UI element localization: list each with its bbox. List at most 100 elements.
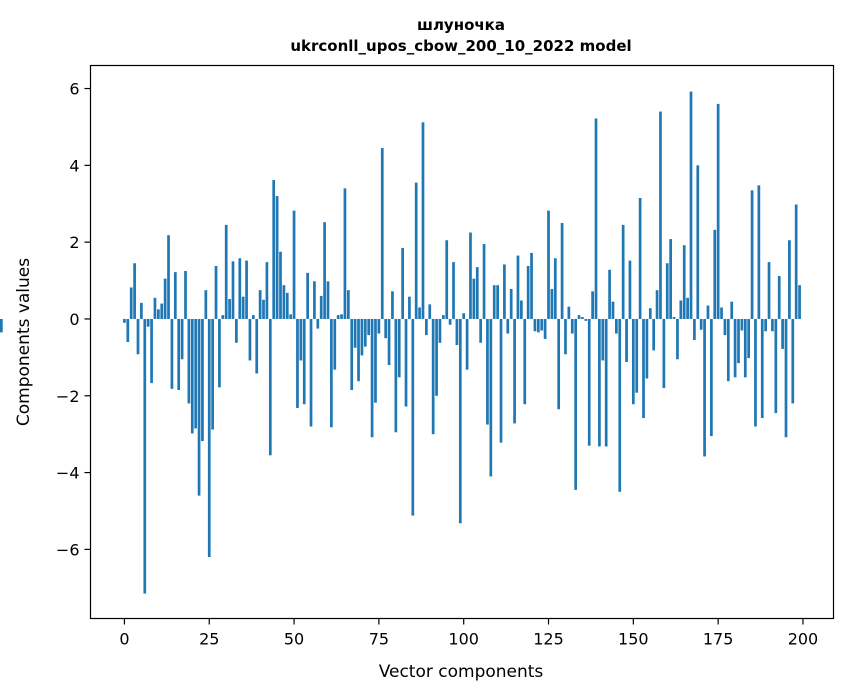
bar [401,247,404,319]
bar [676,318,679,360]
bar [669,239,672,319]
bar [319,295,323,319]
bar [302,318,306,405]
bar [163,278,167,319]
bar [754,318,757,427]
bar [679,300,683,319]
bar [611,301,615,319]
bar [340,314,343,319]
bar [625,318,628,362]
bar [604,318,608,447]
bar [509,289,513,319]
bar [747,318,751,359]
bar [404,318,408,407]
x-tick-label: 150 [618,630,649,649]
bar [767,262,771,319]
y-tick-label: −4 [56,464,80,483]
bar [598,318,601,447]
bar [469,232,472,319]
bar [235,318,238,343]
bar [774,318,778,414]
bar [428,304,432,319]
bar [516,255,520,319]
bar [710,318,713,437]
x-tick-label: 75 [369,630,389,649]
bar [367,318,371,336]
bar [313,281,316,319]
bar [353,318,357,348]
bar [716,103,720,319]
bar [272,179,276,319]
y-tick-label: 6 [69,80,79,99]
bar [265,262,269,319]
bar [696,165,700,319]
bar [479,318,483,343]
bar [380,148,384,319]
bar [550,289,554,319]
x-tick-label: 200 [788,630,819,649]
bar [689,91,693,319]
bar [387,318,391,366]
bar [187,318,191,404]
bar [615,318,618,334]
bar [258,290,262,319]
bar [146,318,150,327]
bar [241,296,245,319]
bar [129,287,133,319]
bar [150,318,153,384]
bar [686,297,689,319]
bar [445,240,449,319]
bar [743,318,747,378]
bar [723,318,727,336]
bar-series [0,91,801,594]
bar [638,197,642,319]
bar [323,222,326,319]
bar [377,318,381,334]
bar [733,318,737,378]
bar [553,258,557,319]
bar [204,290,208,319]
bar [455,318,459,346]
bar [570,318,574,334]
y-tick-label: −6 [56,540,80,559]
bar [608,269,611,319]
plot-area-frame [89,64,835,620]
bar [760,318,764,419]
bar [662,318,666,389]
bar [750,190,754,319]
bar [693,318,696,341]
bar [496,285,499,319]
bar [326,281,330,319]
bar [245,260,248,319]
bar [764,318,767,332]
bar [788,240,791,319]
bar [499,318,503,443]
x-tick-label: 0 [119,630,129,649]
x-tick-label: 100 [448,630,479,649]
bar [126,318,130,342]
bar [306,272,309,319]
bar [357,318,360,382]
bar [720,307,723,319]
bar [771,318,774,332]
bar [435,318,438,396]
bar [584,318,588,321]
bar [190,318,194,434]
bar [672,317,676,319]
bar [465,318,469,370]
bar [418,307,421,319]
bar [285,292,289,319]
bar [482,244,486,319]
bar [184,270,187,319]
bar [523,318,527,405]
y-tick-label: −2 [56,387,80,406]
bar [411,318,415,516]
bar [299,318,303,361]
x-tick-label: 175 [703,630,734,649]
bar [462,313,466,319]
bar [248,318,252,361]
bar [513,318,516,424]
bar [452,262,455,319]
bar [601,318,605,361]
bar [781,318,784,349]
